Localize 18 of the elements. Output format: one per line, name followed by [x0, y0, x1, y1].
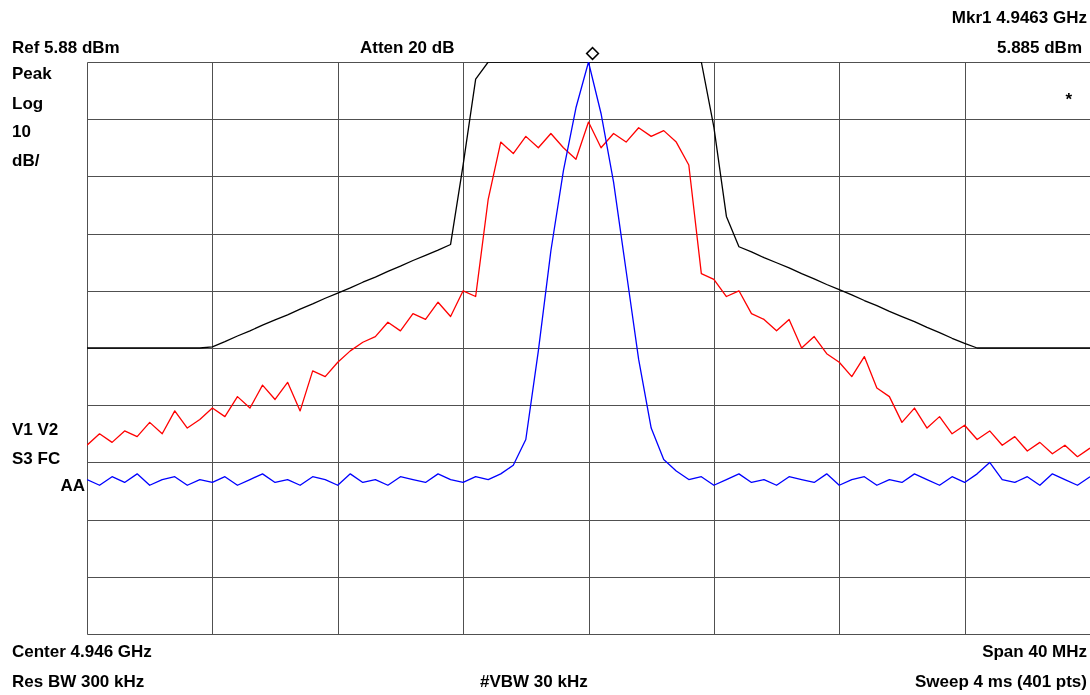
text: Span 40 MHz — [982, 642, 1087, 661]
text: #VBW 30 kHz — [480, 672, 588, 691]
text: 10 — [12, 122, 31, 141]
text: Atten 20 dB — [360, 38, 455, 57]
text: Sweep 4 ms (401 pts) — [915, 672, 1087, 691]
text: Log — [12, 94, 44, 113]
text: Res BW 300 kHz — [12, 672, 145, 691]
text: S3 FC — [12, 449, 61, 468]
text: Mkr1 4.9463 GHz — [951, 8, 1087, 27]
annotation: * — [1065, 90, 1073, 109]
text: Ref 5.88 dBm — [12, 38, 120, 57]
text: V1 V2 — [12, 420, 59, 439]
text: Center 4.946 GHz — [12, 642, 152, 661]
text: Peak — [12, 64, 53, 83]
text: dB/ — [12, 151, 40, 170]
annotation: ◇ — [584, 43, 600, 62]
text: 5.885 dBm — [996, 38, 1082, 57]
text: AA — [60, 476, 85, 495]
